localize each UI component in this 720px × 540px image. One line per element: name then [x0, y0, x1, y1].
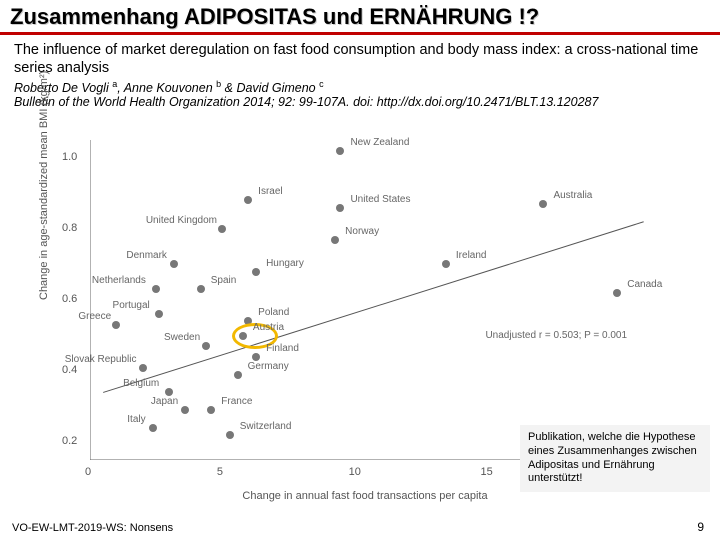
data-point-label: Denmark [126, 250, 167, 261]
data-point [336, 147, 344, 155]
x-tick-label: 10 [349, 466, 361, 478]
title-bar: Zusammenhang ADIPOSITAS und ERNÄHRUNG !? [0, 0, 720, 35]
y-tick-label: 0.4 [62, 364, 77, 376]
data-point-label: Netherlands [92, 275, 146, 286]
y-tick-label: 1.0 [62, 151, 77, 163]
data-point [181, 406, 189, 414]
x-tick-label: 15 [480, 466, 492, 478]
data-point [152, 285, 160, 293]
data-point-label: Finland [266, 343, 299, 354]
data-point-label: Canada [627, 279, 662, 290]
data-point-label: United States [350, 194, 410, 205]
data-point-label: Austria [253, 322, 284, 333]
data-point-label: Slovak Republic [65, 354, 137, 365]
data-point [112, 321, 120, 329]
plot-svg [90, 140, 670, 460]
data-point [252, 268, 260, 276]
data-point [207, 406, 215, 414]
paper-authors: Roberto De Vogli a, Anne Kouvonen b & Da… [14, 79, 706, 95]
annotation-note: Publikation, welche die Hypothese eines … [520, 425, 710, 492]
plot-area: 051015200.20.40.60.81.0Unadjusted r = 0.… [90, 140, 670, 460]
paper-meta: The influence of market deregulation on … [0, 35, 720, 112]
data-point-label: France [221, 396, 252, 407]
data-point [613, 289, 621, 297]
data-point-label: Japan [151, 396, 178, 407]
data-point [202, 342, 210, 350]
data-point-label: Hungary [266, 258, 304, 269]
slide-title: Zusammenhang ADIPOSITAS und ERNÄHRUNG !? [10, 4, 710, 30]
paper-title: The influence of market deregulation on … [14, 41, 706, 77]
y-tick-label: 0.6 [62, 293, 77, 305]
data-point [239, 332, 247, 340]
data-point [139, 364, 147, 372]
data-point-label: Norway [345, 226, 379, 237]
regression-stat: Unadjusted r = 0.503; P = 0.001 [485, 330, 627, 341]
slide-number: 9 [697, 520, 704, 534]
y-axis-label: Change in age-standardized mean BMI (kg/… [38, 71, 50, 300]
data-point [218, 225, 226, 233]
data-point-label: Switzerland [240, 421, 292, 432]
data-point-label: Belgium [123, 378, 159, 389]
data-point [155, 310, 163, 318]
data-point [442, 260, 450, 268]
data-point-label: Germany [248, 361, 289, 372]
data-point-label: New Zealand [350, 137, 409, 148]
data-point-label: Spain [211, 275, 237, 286]
data-point [244, 196, 252, 204]
data-point-label: United Kingdom [146, 215, 217, 226]
y-tick-label: 0.8 [62, 222, 77, 234]
data-point [331, 236, 339, 244]
data-point-label: Sweden [164, 332, 200, 343]
data-point-label: Australia [553, 190, 592, 201]
data-point [336, 204, 344, 212]
data-point-label: Poland [258, 307, 289, 318]
data-point [539, 200, 547, 208]
footer-left: VO-EW-LMT-2019-WS: Nonsens [12, 522, 173, 534]
data-point [234, 371, 242, 379]
data-point [149, 424, 157, 432]
data-point [197, 285, 205, 293]
data-point-label: Israel [258, 186, 282, 197]
data-point [226, 431, 234, 439]
data-point [170, 260, 178, 268]
data-point-label: Greece [78, 311, 111, 322]
paper-citation: Bulletin of the World Health Organizatio… [14, 95, 706, 110]
x-tick-label: 0 [85, 466, 91, 478]
y-tick-label: 0.2 [62, 435, 77, 447]
x-tick-label: 5 [217, 466, 223, 478]
data-point-label: Ireland [456, 250, 487, 261]
data-point-label: Italy [127, 414, 145, 425]
data-point-label: Portugal [113, 300, 150, 311]
